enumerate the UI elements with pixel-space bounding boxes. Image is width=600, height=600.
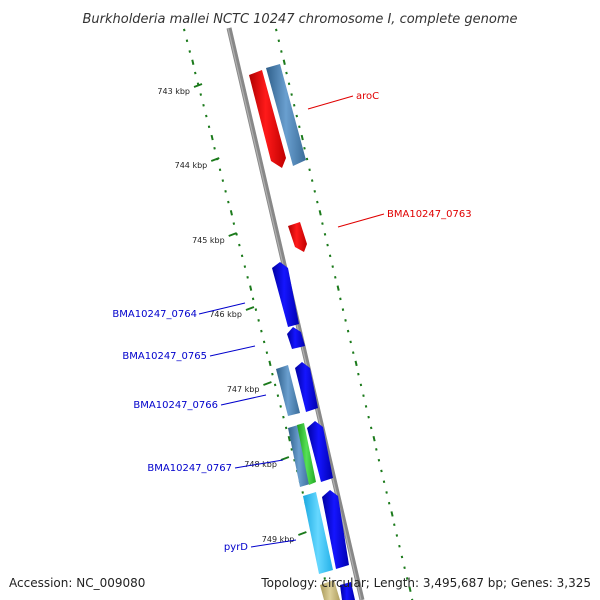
gene-label[interactable]: BMA10247_0765 bbox=[122, 351, 207, 362]
cog-block-3 bbox=[288, 425, 310, 487]
cog-block-1 bbox=[266, 64, 306, 166]
gene-arrow-pyrD[interactable] bbox=[322, 490, 349, 569]
gc-outer-dots bbox=[275, 28, 414, 600]
tick-label: 746 kbp bbox=[209, 310, 242, 319]
tick-7: 749 kbp bbox=[262, 531, 307, 544]
gene-label[interactable]: BMA10247_0764 bbox=[112, 309, 197, 320]
tick-2: 744 kbp bbox=[175, 157, 220, 170]
tick-5: 747 kbp bbox=[227, 381, 272, 394]
gene-callout-BMA10247_0764: BMA10247_0764 bbox=[112, 302, 246, 320]
gene-label[interactable]: BMA10247_0766 bbox=[133, 400, 218, 411]
accession-label: Accession: NC_009080 bbox=[9, 576, 146, 590]
tick-label: 747 kbp bbox=[227, 385, 260, 394]
gene-callouts: aroC BMA10247_0763 BMA10247_0764 BMA10247_0… bbox=[112, 91, 471, 553]
gene-arrow-BMA10247_0764[interactable] bbox=[272, 262, 299, 327]
gene-callout-BMA10247_0766: BMA10247_0766 bbox=[133, 394, 267, 411]
map-title: Burkholderia mallei NCTC 10247 chromosom… bbox=[82, 12, 517, 27]
tick-3: 745 kbp bbox=[192, 232, 238, 245]
gene-callout-BMA10247_0763: BMA10247_0763 bbox=[337, 209, 472, 228]
tick-1: 743 kbp bbox=[157, 83, 203, 96]
cog-block-5 bbox=[303, 492, 333, 574]
tick-label: 743 kbp bbox=[157, 87, 190, 96]
tick-label: 745 kbp bbox=[192, 236, 225, 245]
gene-arrow-BMA10247_0765[interactable] bbox=[287, 327, 305, 349]
gene-arrow-BMA10247_0766[interactable] bbox=[295, 362, 318, 412]
gene-label[interactable]: BMA10247_0767 bbox=[147, 463, 232, 474]
gene-callout-pyrD: pyrD bbox=[224, 539, 297, 553]
gene-arrow-next bbox=[340, 582, 355, 600]
gene-arrow-aroC[interactable] bbox=[249, 70, 286, 168]
cog-block-2 bbox=[276, 365, 300, 416]
gene-label[interactable]: BMA10247_0763 bbox=[387, 209, 472, 220]
scale-ticks: 743 kbp 744 kbp 745 kbp 746 kbp 747 kbp 748 k… bbox=[157, 83, 307, 544]
tick-6: 748 kbp bbox=[244, 456, 290, 469]
gene-label[interactable]: pyrD bbox=[224, 542, 248, 553]
gene-callout-aroC: aroC bbox=[307, 91, 379, 110]
gene-callout-BMA10247_0765: BMA10247_0765 bbox=[122, 345, 256, 362]
tick-label: 748 kbp bbox=[244, 460, 277, 469]
tick-4: 746 kbp bbox=[209, 306, 255, 319]
tick-label: 749 kbp bbox=[262, 535, 295, 544]
gene-label[interactable]: aroC bbox=[356, 91, 379, 102]
cog-block-6 bbox=[320, 580, 340, 600]
gene-arrow-BMA10247_0767[interactable] bbox=[307, 421, 333, 482]
cog-block-4 bbox=[297, 423, 316, 485]
gene-arrow-BMA10247_0763[interactable] bbox=[288, 222, 307, 252]
tick-label: 744 kbp bbox=[175, 161, 208, 170]
gene-callout-BMA10247_0767: BMA10247_0767 bbox=[147, 459, 284, 474]
gene-features bbox=[249, 64, 355, 600]
genome-summary: Topology: circular; Length: 3,495,687 bp… bbox=[261, 576, 591, 590]
